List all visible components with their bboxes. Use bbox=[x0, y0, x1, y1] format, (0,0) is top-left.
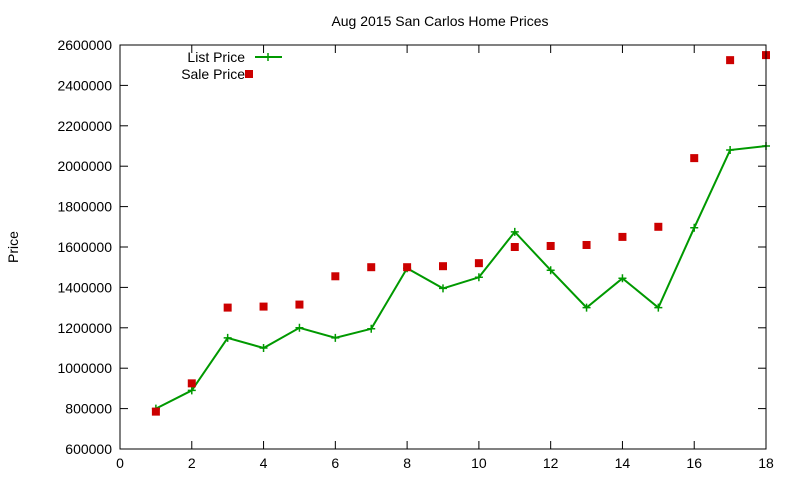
x-tick-label: 2 bbox=[188, 455, 196, 471]
y-tick-label: 1800000 bbox=[57, 199, 112, 215]
data-point bbox=[726, 56, 735, 65]
data-point bbox=[151, 407, 160, 416]
plot-frame bbox=[119, 44, 767, 450]
data-point bbox=[259, 344, 268, 352]
data-point bbox=[690, 154, 699, 163]
data-point bbox=[654, 303, 663, 312]
data-point bbox=[690, 223, 699, 232]
y-tick-label: 2000000 bbox=[57, 158, 112, 174]
y-axis-label: Price bbox=[5, 231, 21, 263]
data-point bbox=[223, 303, 232, 312]
data-point bbox=[618, 232, 627, 241]
data-point bbox=[223, 333, 232, 342]
x-tick-label: 8 bbox=[403, 455, 411, 471]
x-tick-label: 14 bbox=[615, 455, 631, 471]
data-point bbox=[367, 324, 376, 333]
y-tick-label: 1400000 bbox=[57, 279, 112, 295]
data-point bbox=[618, 274, 627, 283]
data-point bbox=[187, 386, 196, 395]
y-tick-label: 1000000 bbox=[57, 360, 112, 376]
data-point bbox=[331, 333, 340, 342]
data-point bbox=[259, 302, 268, 311]
legend-marker bbox=[245, 70, 253, 78]
data-point bbox=[582, 303, 591, 312]
data-point bbox=[439, 262, 447, 271]
data-point bbox=[582, 240, 591, 249]
data-point bbox=[367, 263, 376, 272]
series-sale-price bbox=[151, 51, 770, 416]
data-point bbox=[439, 284, 447, 293]
data-point bbox=[654, 222, 663, 231]
legend-label: List Price bbox=[187, 49, 245, 65]
series-layer bbox=[151, 51, 770, 416]
data-point bbox=[726, 146, 735, 155]
x-tick-label: 18 bbox=[758, 455, 774, 471]
data-point bbox=[331, 272, 340, 281]
x-tick-label: 6 bbox=[331, 455, 339, 471]
x-tick-label: 10 bbox=[471, 455, 487, 471]
legend-label: Sale Price bbox=[181, 66, 245, 82]
x-tick-label: 16 bbox=[686, 455, 702, 471]
y-tick-label: 2400000 bbox=[57, 77, 112, 93]
x-tick-label: 12 bbox=[543, 455, 559, 471]
x-axis-ticks: 0 2 4 6 8 10 12 14 16 18 bbox=[116, 45, 774, 471]
y-tick-label: 600000 bbox=[65, 441, 112, 457]
y-tick-label: 1600000 bbox=[57, 239, 112, 255]
data-point bbox=[474, 273, 483, 282]
x-tick-label: 4 bbox=[260, 455, 268, 471]
data-point bbox=[546, 241, 555, 250]
data-point bbox=[474, 259, 483, 268]
y-tick-label: 2200000 bbox=[57, 118, 112, 134]
data-point bbox=[295, 323, 304, 332]
series-line bbox=[155, 145, 767, 410]
chart-title: Aug 2015 San Carlos Home Prices bbox=[331, 13, 548, 29]
series-list-price bbox=[151, 142, 770, 413]
data-point bbox=[510, 227, 519, 236]
y-axis-ticks: 600000 800000 1000000 1200000 1400000 1600000… bbox=[57, 37, 766, 457]
data-point bbox=[510, 243, 519, 251]
y-tick-label: 2600000 bbox=[57, 37, 112, 53]
y-tick-label: 800000 bbox=[65, 401, 112, 417]
data-point bbox=[403, 263, 412, 272]
y-tick-label: 1200000 bbox=[57, 320, 112, 336]
data-point bbox=[546, 266, 555, 275]
data-point bbox=[187, 379, 196, 388]
x-tick-label: 0 bbox=[116, 455, 124, 471]
data-point bbox=[295, 300, 304, 309]
legend-marker bbox=[264, 53, 272, 61]
